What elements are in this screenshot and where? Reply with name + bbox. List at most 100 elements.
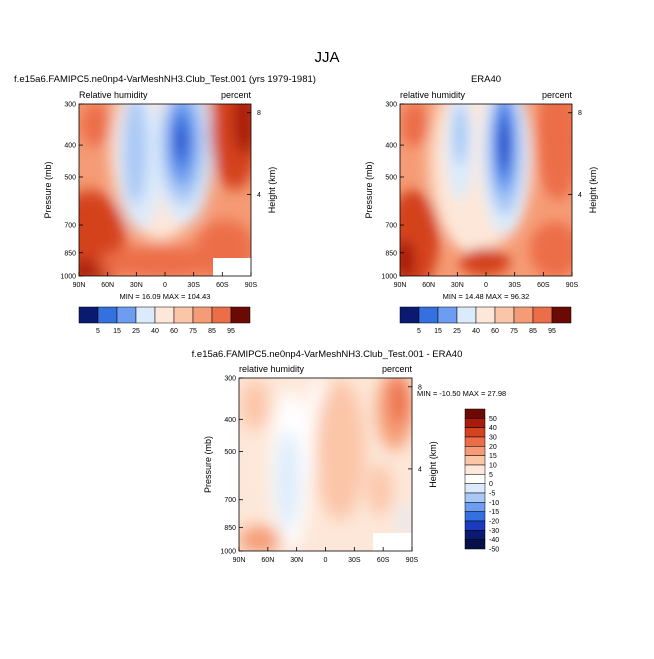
colorbar-label: 60 <box>170 328 178 335</box>
colorbar-box <box>437 306 458 324</box>
colorbar-box <box>513 306 534 324</box>
colorbar-box <box>97 306 118 324</box>
colorbar-box <box>154 306 175 324</box>
colorbar-box <box>192 306 213 324</box>
colorbar-box <box>464 492 486 503</box>
height-tick-label: 4 <box>257 192 261 199</box>
colorbar-model: 5 15 25 40 60 75 85 95 <box>78 306 251 335</box>
colorbar-box <box>464 427 486 438</box>
colorbar-box <box>116 306 137 324</box>
y-tick-label: 700 <box>224 497 236 504</box>
colorbar-box <box>135 306 156 324</box>
colorbar-obs: 5 15 25 40 60 75 85 95 <box>399 306 572 335</box>
x-tick-label: 90N <box>73 282 86 289</box>
colorbar-box <box>456 306 477 324</box>
x-tick-label: 30N <box>130 282 143 289</box>
colorbar-label: 15 <box>489 453 497 460</box>
x-tick-label: 30N <box>451 282 464 289</box>
colorbar-box <box>494 306 515 324</box>
variable-label: relative humidity <box>239 364 305 374</box>
y-tick-label: 1000 <box>60 274 76 281</box>
colorbar-label: -40 <box>489 537 499 544</box>
height-axis-label: Height (km) <box>428 441 438 488</box>
colorbar-label: 40 <box>472 328 480 335</box>
min-max-label: MIN = 16.09 MAX = 104.43 <box>120 292 211 301</box>
colorbar-box <box>464 446 486 456</box>
x-tick-label: 60N <box>261 557 274 564</box>
x-tick-label: 60S <box>216 282 229 289</box>
height-axis-label: Height (km) <box>588 167 598 214</box>
colorbar-label: 75 <box>510 328 518 335</box>
colorbar-label: -10 <box>489 500 499 507</box>
y-tick-label: 300 <box>64 102 76 109</box>
height-tick-label: 8 <box>578 110 582 117</box>
y-tick-label: 1000 <box>381 274 397 281</box>
colorbar-box <box>551 306 572 324</box>
panel-obs: ERA40 relative humidity percent <box>399 74 573 277</box>
colorbar-box <box>418 306 439 324</box>
colorbar-box <box>532 306 553 324</box>
colorbar-box <box>78 306 99 324</box>
x-tick-label: 90S <box>245 282 258 289</box>
y-axis-label: Pressure (mb) <box>203 436 213 493</box>
min-max-label: MIN = -10.50 MAX = 27.98 <box>417 389 506 398</box>
x-tick-label: 60S <box>537 282 550 289</box>
colorbar-layer: 5 15 25 40 60 75 85 95 5 15 25 40 60 75 85 955040302015… <box>78 306 572 554</box>
x-tick-label: 60S <box>377 557 390 564</box>
x-tick-label: 60N <box>422 282 435 289</box>
colorbar-box <box>464 474 486 484</box>
colorbar-box <box>211 306 232 324</box>
y-tick-label: 700 <box>64 223 76 230</box>
x-tick-label: 60N <box>101 282 114 289</box>
colorbar-label: 15 <box>434 328 442 335</box>
colorbar-label: 25 <box>453 328 461 335</box>
height-tick-label: 4 <box>578 192 582 199</box>
y-tick-label: 400 <box>385 143 397 150</box>
colorbar-label: 50 <box>489 416 497 423</box>
colorbar-box <box>464 418 486 428</box>
colorbar-label: 85 <box>529 328 537 335</box>
x-tick-label: 0 <box>484 282 488 289</box>
x-tick-label: 90N <box>233 557 246 564</box>
x-tick-label: 30S <box>508 282 521 289</box>
colorbar-box <box>464 483 486 494</box>
colorbar-label: 10 <box>489 463 497 470</box>
colorbar-box <box>464 530 486 540</box>
colorbar-label: -15 <box>489 509 499 516</box>
x-tick-label: 90S <box>406 557 419 564</box>
panel-title: ERA40 <box>471 74 501 85</box>
variable-label: relative humidity <box>400 90 466 100</box>
colorbar-box <box>464 511 486 522</box>
colorbar-label: 20 <box>489 444 497 451</box>
panel-title: f.e15a6.FAMIPC5.ne0np4-VarMeshNH3.Club_T… <box>192 349 463 360</box>
y-tick-label: 850 <box>385 250 397 257</box>
y-tick-label: 500 <box>224 449 236 456</box>
colorbar-label: 25 <box>132 328 140 335</box>
y-tick-label: 850 <box>224 525 236 532</box>
colorbar-label: 5 <box>96 328 100 335</box>
colorbar-box <box>464 520 486 531</box>
height-axis-label: Height (km) <box>267 167 277 214</box>
colorbar-label: 95 <box>548 328 556 335</box>
y-tick-label: 850 <box>64 250 76 257</box>
colorbar-label: 40 <box>151 328 159 335</box>
colorbar-label: 40 <box>489 425 497 432</box>
x-tick-label: 30S <box>187 282 200 289</box>
units-label: percent <box>542 90 573 100</box>
y-tick-label: 400 <box>224 417 236 424</box>
colorbar-label: 60 <box>491 328 499 335</box>
y-tick-label: 300 <box>385 102 397 109</box>
x-tick-label: 90S <box>566 282 579 289</box>
y-axis-label: Pressure (mb) <box>364 161 374 218</box>
colorbar-label: -20 <box>489 519 499 526</box>
colorbar-label: -50 <box>489 547 499 554</box>
colorbar-label: 15 <box>113 328 121 335</box>
contour-field <box>79 104 251 276</box>
height-tick-label: 8 <box>257 110 261 117</box>
panel-diff: f.e15a6.FAMIPC5.ne0np4-VarMeshNH3.Club_T… <box>192 349 463 552</box>
height-tick-label: 8 <box>418 384 422 391</box>
